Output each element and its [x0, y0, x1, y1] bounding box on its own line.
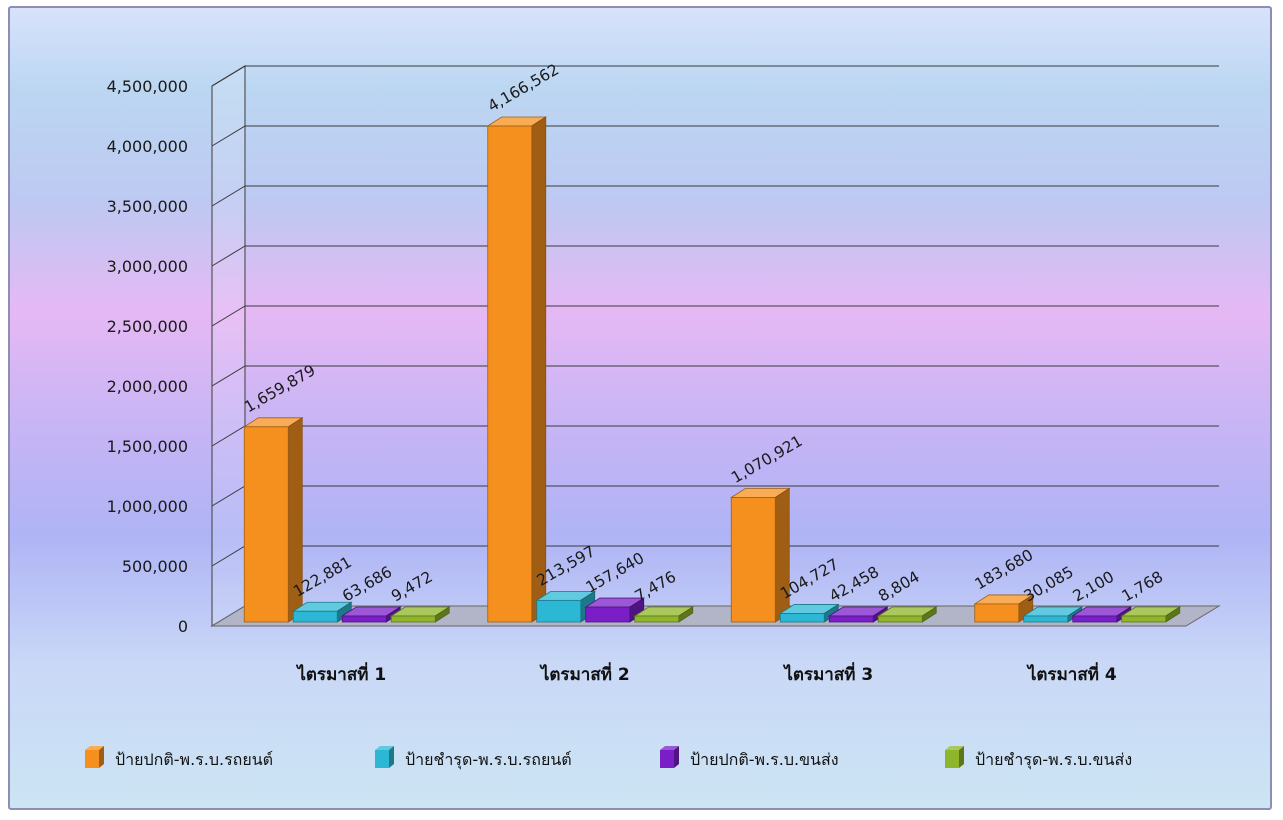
legend-swatch-top [85, 746, 104, 750]
legend-item: ป้ายปกติ-พ.ร.บ.ขนส่ง [660, 746, 839, 769]
legend-swatch-top [375, 746, 394, 750]
bar [242, 417, 304, 623]
bar-front [487, 125, 533, 623]
legend-label: ป้ายชำรุด-พ.ร.บ.รถยนต์ [405, 750, 572, 770]
bar-front [536, 599, 582, 623]
data-label: 1,659,879 [241, 361, 318, 416]
bar-front [585, 606, 631, 623]
legend-swatch-top [660, 746, 679, 750]
bar [633, 606, 695, 623]
data-label: 8,804 [875, 568, 922, 606]
bar [486, 116, 548, 623]
gridline [211, 125, 1219, 147]
gridline [211, 65, 1219, 87]
bar [729, 487, 791, 623]
y-tick-label: 3,500,000 [107, 197, 188, 216]
bar-front [1072, 615, 1118, 623]
bar-front [1023, 615, 1069, 623]
data-label: 9,472 [388, 568, 435, 606]
legend-swatch-side [389, 746, 394, 768]
category-label: ไตรมาสที่ 3 [782, 662, 873, 685]
data-label: 7,476 [632, 568, 679, 606]
legend-swatch-top [945, 746, 964, 750]
gridline [211, 485, 1219, 507]
legend-swatch [660, 750, 674, 768]
legend-label: ป้ายปกติ-พ.ร.บ.รถยนต์ [115, 750, 273, 769]
bar-front [779, 613, 825, 623]
bar-front [341, 615, 387, 623]
bar [389, 606, 451, 623]
chart-frame: 0 500,000 1,000,000 1,500,000 2,000,000 2,500… [8, 6, 1272, 810]
bar-front [877, 615, 923, 623]
y-tick-label: 500,000 [122, 557, 188, 576]
bar-chart: 0 500,000 1,000,000 1,500,000 2,000,000 2,500… [85, 60, 1221, 770]
gridline [211, 245, 1219, 267]
legend-swatch-side [99, 746, 104, 768]
gridline [211, 425, 1219, 447]
legend-swatch [85, 750, 99, 768]
bar [778, 603, 840, 623]
legend-item: ป้ายปกติ-พ.ร.บ.รถยนต์ [85, 746, 273, 769]
gridline [211, 365, 1219, 387]
data-label: 30,085 [1021, 563, 1077, 606]
bar [876, 606, 938, 623]
y-tick-label: 1,000,000 [107, 497, 188, 516]
floor [210, 605, 1221, 627]
legend-item: ป้ายชำรุด-พ.ร.บ.รถยนต์ [375, 746, 572, 770]
y-tick-label: 2,000,000 [107, 377, 188, 396]
category-label: ไตรมาสที่ 2 [539, 662, 630, 685]
y-tick-label: 0 [178, 617, 188, 636]
data-label: 1,070,921 [728, 432, 805, 487]
bar-front [390, 615, 436, 623]
legend-item: ป้ายชำรุด-พ.ร.บ.ขนส่ง [945, 746, 1132, 770]
legend-label: ป้ายชำรุด-พ.ร.บ.ขนส่ง [975, 750, 1132, 770]
legend-label: ป้ายปกติ-พ.ร.บ.ขนส่ง [690, 750, 839, 769]
category-label: ไตรมาสที่ 1 [295, 662, 386, 685]
bar-front [730, 497, 776, 623]
data-label: 1,768 [1119, 568, 1166, 606]
y-tick-label: 4,000,000 [107, 137, 188, 156]
data-label: 4,166,562 [485, 60, 562, 115]
bar [1120, 606, 1182, 623]
legend-swatch [945, 750, 959, 768]
data-label: 2,100 [1070, 568, 1117, 606]
gridline [211, 545, 1219, 567]
legend-swatch-side [674, 746, 679, 768]
gridline [211, 185, 1219, 207]
legend-swatch [375, 750, 389, 768]
y-tick-label: 1,500,000 [107, 437, 188, 456]
bar-front [634, 615, 680, 623]
left-wall [211, 64, 246, 628]
category-label: ไตรมาสที่ 4 [1026, 662, 1117, 685]
legend-swatch-side [959, 746, 964, 768]
bar-front [828, 615, 874, 623]
bar-front [974, 603, 1020, 623]
y-tick-label: 3,000,000 [107, 257, 188, 276]
bar-front [292, 610, 338, 623]
bar [584, 597, 646, 623]
bar-side [531, 116, 547, 623]
bar-front [243, 426, 289, 623]
bar-front [1121, 615, 1167, 623]
gridline [211, 305, 1219, 327]
y-tick-label: 2,500,000 [107, 317, 188, 336]
y-tick-label: 4,500,000 [107, 77, 188, 96]
bar [827, 606, 889, 623]
